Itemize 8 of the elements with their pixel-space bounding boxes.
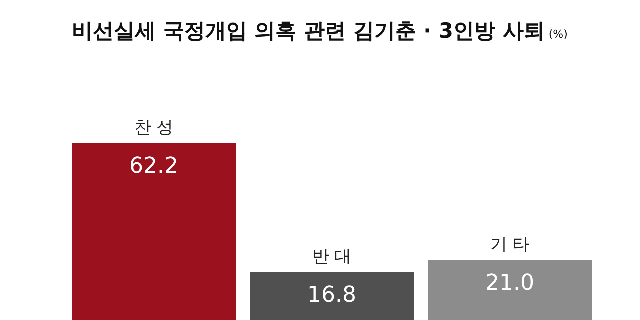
x-tick-label: 찬 성 — [134, 118, 174, 138]
chart-subtitle: (%) — [548, 28, 568, 41]
x-tick-label: 기 타 — [490, 235, 530, 256]
data-label: 62.2 — [130, 154, 178, 179]
x-tick-label: 반 대 — [312, 247, 352, 268]
chart-title: 비선실세 국정개입 의혹 관련 김기춘 · 3인방 사퇴 — [72, 19, 545, 43]
data-label: 21.0 — [486, 271, 534, 296]
data-label: 16.8 — [308, 283, 356, 308]
